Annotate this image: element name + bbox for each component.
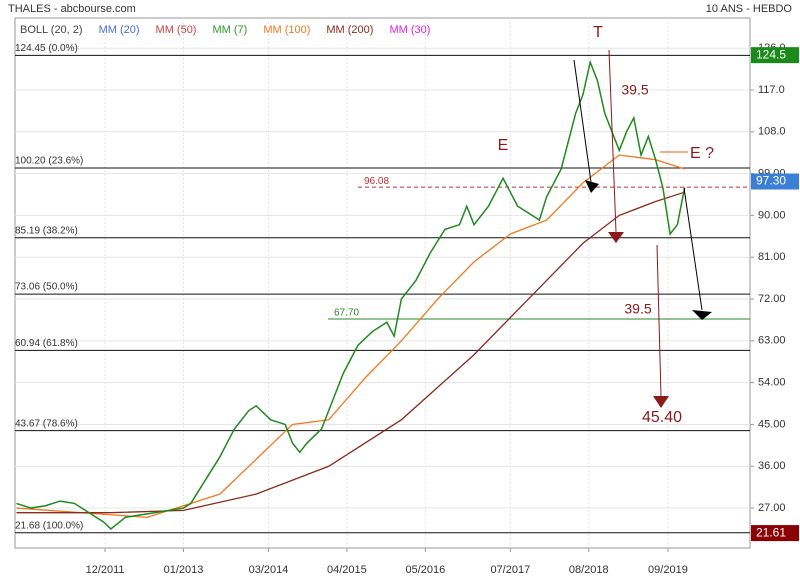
plot-frame xyxy=(14,17,751,549)
arrow xyxy=(608,49,617,233)
arrow-head xyxy=(585,180,599,193)
annotation: E xyxy=(498,137,509,154)
x-tick-label: 09/2019 xyxy=(648,564,688,576)
fib-label: 60.94 (61.8%) xyxy=(15,338,78,349)
chart-subtitle: 10 ANS - HEBDO xyxy=(706,3,793,15)
y-tick-label: 27.00 xyxy=(758,502,786,514)
x-tick-label: 12/2011 xyxy=(86,564,125,576)
y-tick-label: 117.0 xyxy=(758,84,785,96)
annotation: T xyxy=(593,24,603,41)
arrow xyxy=(683,187,703,311)
annotations: T E E ? 39.5 39.5 45.40 xyxy=(498,24,714,426)
y-tick-label: 72.00 xyxy=(758,293,786,305)
arrow-head xyxy=(692,310,712,320)
price-tag-label: 97.30 xyxy=(756,174,786,188)
fib-label: 85.19 (38.2%) xyxy=(15,225,78,236)
y-tick-label: 63.00 xyxy=(758,335,786,347)
annotation: 45.40 xyxy=(642,409,682,426)
annotation: 39.5 xyxy=(621,82,648,98)
y-tick-label: 36.00 xyxy=(758,460,786,472)
fib-label: 73.06 (50.0%) xyxy=(15,282,78,293)
y-tick-label: 54.00 xyxy=(758,377,786,389)
price-tag xyxy=(751,47,799,64)
x-tick-label: 03/2014 xyxy=(249,564,289,576)
legend-entry: MM (7) xyxy=(212,24,247,36)
line xyxy=(16,191,685,514)
legend-entry: MM (30) xyxy=(389,24,430,36)
price-tag-label: 21.61 xyxy=(756,525,786,539)
legend-entry: BOLL (20, 2) xyxy=(20,24,83,36)
y-tick-label: 90.00 xyxy=(758,209,786,221)
line xyxy=(16,59,686,530)
x-tick-label: 07/2017 xyxy=(490,564,530,576)
arrow-head xyxy=(653,396,669,408)
line xyxy=(16,154,685,519)
arrow-head xyxy=(608,232,624,243)
legend-entry: MM (100) xyxy=(263,24,310,36)
price-tag xyxy=(751,173,799,190)
level-label: 96.08 xyxy=(364,176,389,187)
annotation: 39.5 xyxy=(624,301,651,317)
x-tick-label: 08/2018 xyxy=(569,564,609,576)
annotation: E ? xyxy=(690,145,714,162)
y-tick-label: 81.00 xyxy=(758,251,786,263)
arrow xyxy=(573,59,592,183)
level-label: 67.70 xyxy=(334,308,359,319)
x-tick-label: 01/2013 xyxy=(164,564,204,576)
chart-title: THALES - abcbourse.com xyxy=(8,3,136,15)
legend-entry: MM (50) xyxy=(156,24,197,36)
fib-label: 100.20 (23.6%) xyxy=(15,156,83,167)
fib-label: 43.67 (78.6%) xyxy=(15,418,78,429)
x-tick-label: 05/2016 xyxy=(405,564,445,576)
legend-entry: MM (20) xyxy=(99,24,140,36)
arrow xyxy=(656,244,662,397)
fib-label: 21.68 (100.0%) xyxy=(15,520,83,531)
y-tick-label: 45.00 xyxy=(758,418,786,430)
fib-label: 124.45 (0.0%) xyxy=(15,43,78,54)
price-tag-label: 124.5 xyxy=(756,47,786,61)
price-tag xyxy=(751,525,799,542)
legend-entry: MM (200) xyxy=(326,24,373,36)
y-tick-label: 108.0 xyxy=(758,126,786,138)
x-tick-label: 04/2015 xyxy=(327,564,367,576)
